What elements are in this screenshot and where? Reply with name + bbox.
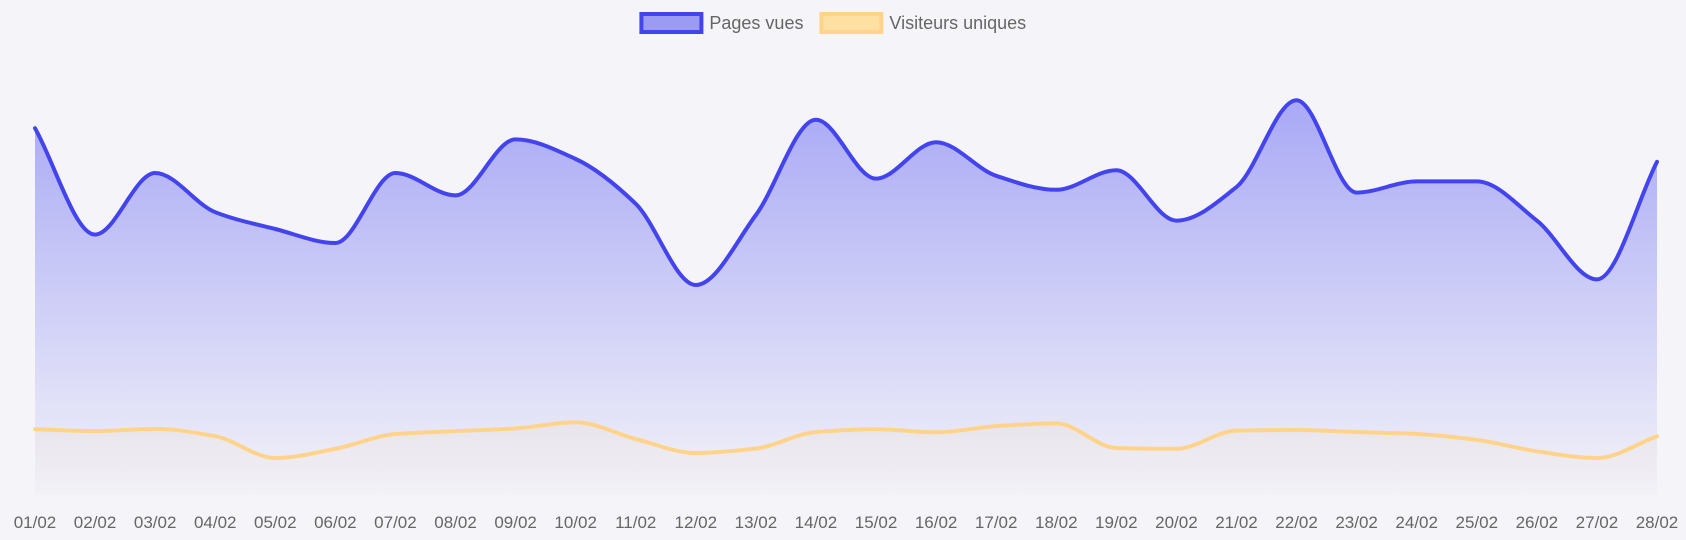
x-tick-label: 06/02 [314,513,357,532]
x-tick-label: 02/02 [74,513,117,532]
x-tick-label: 16/02 [915,513,958,532]
x-tick-label: 15/02 [855,513,898,532]
x-tick-label: 05/02 [254,513,297,532]
legend-label: Visiteurs uniques [889,13,1026,33]
x-tick-label: 23/02 [1335,513,1378,532]
x-tick-label: 09/02 [494,513,537,532]
legend-swatch [639,12,704,34]
legend-item-pages-vues[interactable]: Pages vues [639,12,803,34]
x-tick-label: 04/02 [194,513,237,532]
legend[interactable]: Pages vues Visiteurs uniques [639,12,1026,34]
x-tick-label: 26/02 [1516,513,1559,532]
x-tick-label: 12/02 [675,513,718,532]
x-tick-label: 21/02 [1215,513,1258,532]
x-axis-ticks: 01/02 02/02 03/02 04/02 05/02 06/02 07/02 08/02… [14,513,1679,532]
x-tick-label: 22/02 [1275,513,1318,532]
x-tick-label: 24/02 [1395,513,1438,532]
x-tick-label: 20/02 [1155,513,1198,532]
x-tick-label: 01/02 [14,513,57,532]
x-tick-label: 28/02 [1636,513,1679,532]
series-line-visiteurs-uniques[interactable] [33,420,1659,461]
series-area-pages-vues [35,100,1657,495]
legend-item-visiteurs-uniques[interactable]: Visiteurs uniques [819,12,1026,34]
x-tick-label: 11/02 [615,513,656,532]
series-area-visiteurs-uniques [35,422,1657,495]
x-tick-label: 19/02 [1095,513,1138,532]
x-tick-label: 17/02 [975,513,1018,532]
x-tick-label: 13/02 [735,513,778,532]
legend-swatch [819,12,884,34]
x-tick-label: 14/02 [795,513,838,532]
x-tick-label: 18/02 [1035,513,1078,532]
x-tick-label: 10/02 [554,513,597,532]
series-areas [35,100,1657,495]
x-tick-label: 08/02 [434,513,477,532]
x-tick-label: 25/02 [1456,513,1499,532]
x-tick-label: 27/02 [1576,513,1619,532]
legend-label: Pages vues [709,13,803,33]
x-tick-label: 03/02 [134,513,177,532]
series-lines [33,98,1659,461]
series-line-pages-vues[interactable] [33,98,1659,287]
x-tick-label: 07/02 [374,513,417,532]
